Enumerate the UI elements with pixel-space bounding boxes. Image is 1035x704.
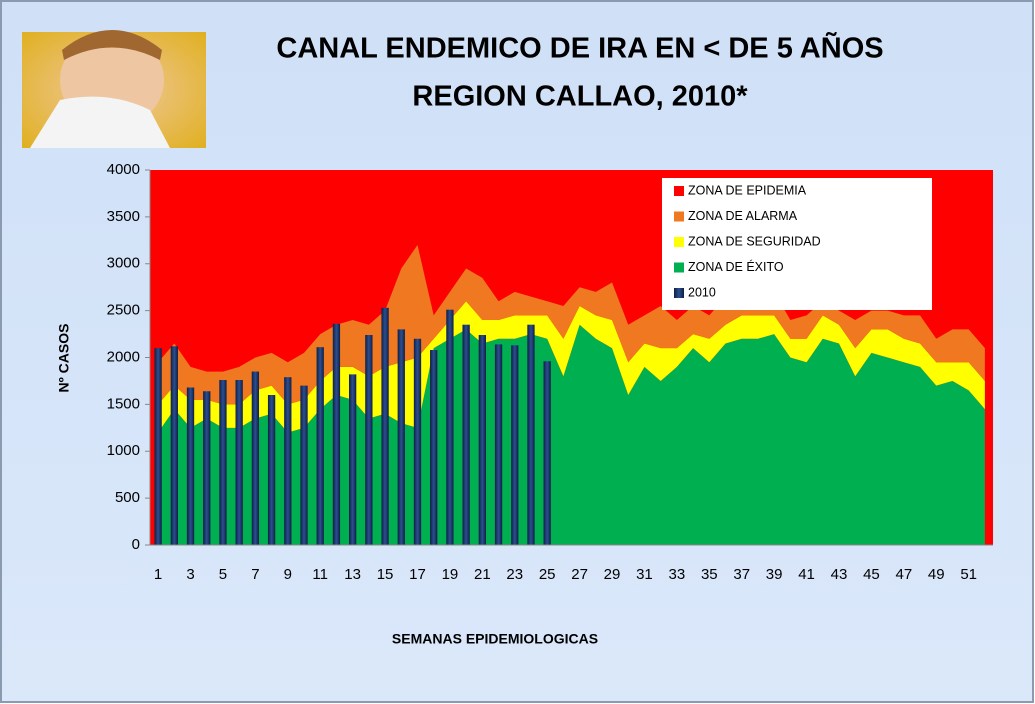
legend-label: ZONA DE ALARMA xyxy=(688,209,798,223)
x-tick-label: 3 xyxy=(186,566,194,583)
legend-swatch xyxy=(674,288,684,298)
y-tick-label: 500 xyxy=(115,489,140,506)
x-axis-label: SEMANAS EPIDEMIOLOGICAS xyxy=(392,631,598,647)
x-tick-label: 15 xyxy=(377,566,394,583)
bar xyxy=(219,380,227,545)
y-tick-label: 4000 xyxy=(107,161,140,178)
x-tick-label: 19 xyxy=(442,566,459,583)
legend-label: 2010 xyxy=(688,285,716,299)
x-tick-label: 5 xyxy=(219,566,227,583)
area xyxy=(158,301,985,433)
bar xyxy=(186,387,195,545)
y-tick-label: 3000 xyxy=(107,255,140,272)
x-tick-label: 49 xyxy=(928,566,945,583)
x-tick-label: 51 xyxy=(960,566,977,583)
legend-box xyxy=(662,178,932,310)
chart-title: REGION CALLAO, 2010* xyxy=(412,81,748,113)
bar xyxy=(365,335,373,545)
x-tick-label: 43 xyxy=(831,566,848,583)
x-tick-label: 11 xyxy=(312,566,328,583)
bar xyxy=(284,377,292,545)
x-tick-label: 33 xyxy=(669,566,686,583)
chart-title: CANAL ENDEMICO DE IRA EN < DE 5 AÑOS xyxy=(276,31,883,65)
bar xyxy=(527,324,535,545)
bar xyxy=(397,329,405,545)
bar xyxy=(267,395,276,545)
y-tick-label: 2500 xyxy=(107,302,140,319)
x-tick-label: 7 xyxy=(251,566,259,583)
x-tick-label: 37 xyxy=(733,566,750,583)
bar xyxy=(381,307,389,545)
legend: ZONA DE EPIDEMIA ZONA DE ALARMA ZONA DE SE… xyxy=(662,178,932,310)
y-tick-label: 1000 xyxy=(107,442,140,459)
x-tick-label: 25 xyxy=(539,566,556,583)
x-tick-label: 27 xyxy=(571,566,588,583)
bar xyxy=(203,391,211,545)
y-tick-label: 3500 xyxy=(107,208,140,225)
bar xyxy=(413,338,422,545)
x-tick-label: 23 xyxy=(506,566,523,583)
bar xyxy=(170,346,178,545)
y-tick-label: 1500 xyxy=(107,395,140,412)
area xyxy=(158,324,985,545)
bar xyxy=(511,345,519,545)
y-axis-label: Nº CASOS xyxy=(56,324,72,393)
bar xyxy=(446,309,454,545)
area xyxy=(158,245,985,405)
x-tick-label: 1 xyxy=(154,566,162,583)
x-tick-label: 47 xyxy=(895,566,912,583)
y-tick-label: 0 xyxy=(132,536,140,553)
legend-swatch xyxy=(674,237,684,247)
bar xyxy=(235,380,243,545)
x-tick-label: 13 xyxy=(344,566,361,583)
x-tick-label: 41 xyxy=(798,566,815,583)
bar xyxy=(251,371,260,545)
bar xyxy=(430,350,438,545)
x-tick-label: 29 xyxy=(604,566,621,583)
bar xyxy=(316,347,324,545)
legend-swatch xyxy=(674,186,684,196)
bar xyxy=(332,323,341,545)
legend-label: ZONA DE EPIDEMIA xyxy=(688,183,807,197)
bar xyxy=(154,348,162,545)
photo xyxy=(22,30,206,148)
x-tick-label: 17 xyxy=(409,566,426,583)
x-tick-label: 45 xyxy=(863,566,880,583)
x-tick-label: 39 xyxy=(766,566,783,583)
y-tick-label: 2000 xyxy=(107,348,140,365)
bar xyxy=(300,385,308,545)
x-tick-label: 21 xyxy=(474,566,491,583)
legend-label: ZONA DE ÉXITO xyxy=(688,259,784,274)
bar xyxy=(543,361,551,545)
x-tick-label: 31 xyxy=(636,566,653,583)
bar xyxy=(348,374,357,545)
bar xyxy=(494,344,503,545)
bar xyxy=(462,324,470,545)
x-tick-label: 35 xyxy=(701,566,718,583)
legend-swatch xyxy=(674,262,684,273)
legend-swatch xyxy=(674,211,684,222)
legend-label: ZONA DE SEGURIDAD xyxy=(688,234,821,248)
bar xyxy=(478,335,486,545)
x-tick-label: 9 xyxy=(284,566,292,583)
